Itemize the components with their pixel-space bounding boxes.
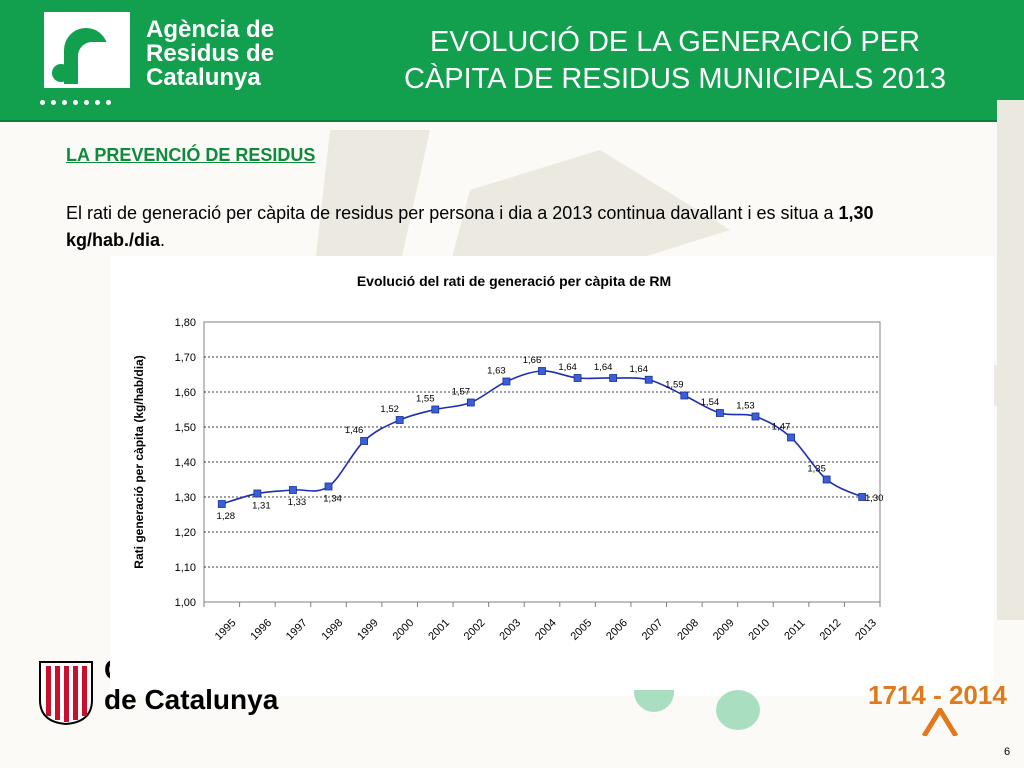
data-label: 1,57 <box>452 387 471 398</box>
data-point <box>644 375 653 384</box>
data-point <box>751 412 760 421</box>
arc-logo-mark <box>44 12 130 88</box>
data-label: 1,35 <box>807 464 826 475</box>
organization-name: Agència de Residus de Catalunya <box>146 16 275 91</box>
page-number: 6 <box>1004 746 1011 758</box>
data-point <box>573 374 582 382</box>
header-bar: Agència de Residus de Catalunya EVOLUCIÓ… <box>0 0 1024 122</box>
data-point <box>609 374 618 382</box>
data-label: 1,63 <box>487 366 506 377</box>
flower-icon <box>52 64 70 82</box>
chart-title: Evolució del rati de generació per càpit… <box>357 273 671 289</box>
x-tick-label: 2012 <box>818 617 844 643</box>
data-label: 1,33 <box>288 497 307 508</box>
data-label: 1,30 <box>865 493 884 504</box>
x-tick-label: 2008 <box>675 617 701 643</box>
y-tick-label: 1,50 <box>175 422 196 434</box>
section-description: El rati de generació per càpita de resid… <box>66 203 874 250</box>
data-point <box>253 489 262 498</box>
data-label: 1,66 <box>523 355 542 366</box>
data-point <box>360 437 369 445</box>
generalitat-cut-letter: G <box>104 654 110 684</box>
y-tick-label: 1,70 <box>175 352 196 364</box>
x-tick-label: 2010 <box>746 617 772 643</box>
y-tick-label: 1,40 <box>175 457 196 469</box>
x-tick-label: 1996 <box>248 617 274 643</box>
x-tick-label: 2003 <box>497 617 523 643</box>
data-label: 1,59 <box>665 380 684 391</box>
data-point <box>680 391 689 400</box>
data-label: 1,31 <box>252 501 270 512</box>
data-point <box>289 486 297 494</box>
data-point <box>431 405 440 414</box>
x-tick-label: 2013 <box>853 617 879 643</box>
data-label: 1,46 <box>345 425 364 436</box>
x-tick-label: 2007 <box>640 617 666 643</box>
x-tick-label: 1998 <box>320 617 346 643</box>
generalitat-emblem-icon <box>39 661 93 726</box>
x-tick-label: 2005 <box>569 617 595 643</box>
data-label: 1,52 <box>380 404 399 415</box>
x-tick-label: 2009 <box>711 617 737 643</box>
anniversary-chevron-icon <box>921 708 959 736</box>
data-label: 1,54 <box>701 397 720 408</box>
x-tick-label: 2011 <box>782 617 807 642</box>
x-tick-label: 2002 <box>462 617 488 643</box>
data-point <box>538 367 546 375</box>
decorative-circle <box>634 690 674 712</box>
logo-dots <box>40 100 111 105</box>
data-point <box>858 493 867 501</box>
data-label: 1,34 <box>323 494 342 505</box>
anniversary-mark: 1714 - 2014 <box>868 680 1007 710</box>
chart-container: Evolució del rati de generació per càpit… <box>110 256 994 696</box>
decorative-circle <box>716 690 760 730</box>
y-tick-label: 1,20 <box>175 527 196 539</box>
y-tick-label: 1,80 <box>175 317 196 329</box>
x-tick-label: 1995 <box>213 617 239 643</box>
data-point <box>217 500 226 508</box>
section-subtitle: LA PREVENCIÓ DE RESIDUS <box>66 145 316 165</box>
data-label: 1,53 <box>736 401 755 412</box>
data-point <box>324 482 333 491</box>
data-point <box>502 377 511 386</box>
logo-r-shape <box>64 28 108 86</box>
x-tick-label: 1999 <box>355 617 381 643</box>
y-tick-label: 1,10 <box>175 562 196 574</box>
x-tick-label: 2004 <box>533 617 559 643</box>
y-tick-label: 1,00 <box>175 597 196 609</box>
data-point <box>822 475 831 484</box>
data-label: 1,64 <box>558 362 577 373</box>
x-tick-label: 1997 <box>284 617 310 643</box>
data-label: 1,47 <box>772 422 791 433</box>
data-point <box>787 433 795 442</box>
data-label: 1,28 <box>217 511 236 522</box>
y-tick-label: 1,30 <box>175 492 196 504</box>
generalitat-name: de Catalunya <box>104 684 279 715</box>
data-point <box>715 409 724 417</box>
line-chart: Evolució del rati de generació per càpit… <box>132 273 884 643</box>
x-tick-label: 2001 <box>426 617 452 643</box>
x-tick-label: 2000 <box>391 617 417 643</box>
data-point <box>466 398 475 407</box>
x-tick-label: 2006 <box>604 617 630 643</box>
data-label: 1,64 <box>594 362 613 373</box>
y-tick-label: 1,60 <box>175 387 196 399</box>
data-label: 1,55 <box>416 394 435 405</box>
data-label: 1,64 <box>629 364 648 375</box>
page-title: EVOLUCIÓ DE LA GENERACIÓ PER CÀPITA DE R… <box>403 26 947 95</box>
right-margin-strip <box>997 100 1024 620</box>
y-axis-label: Rati generació per càpita (kg/hab/dia) <box>132 355 146 568</box>
data-point <box>395 416 404 424</box>
